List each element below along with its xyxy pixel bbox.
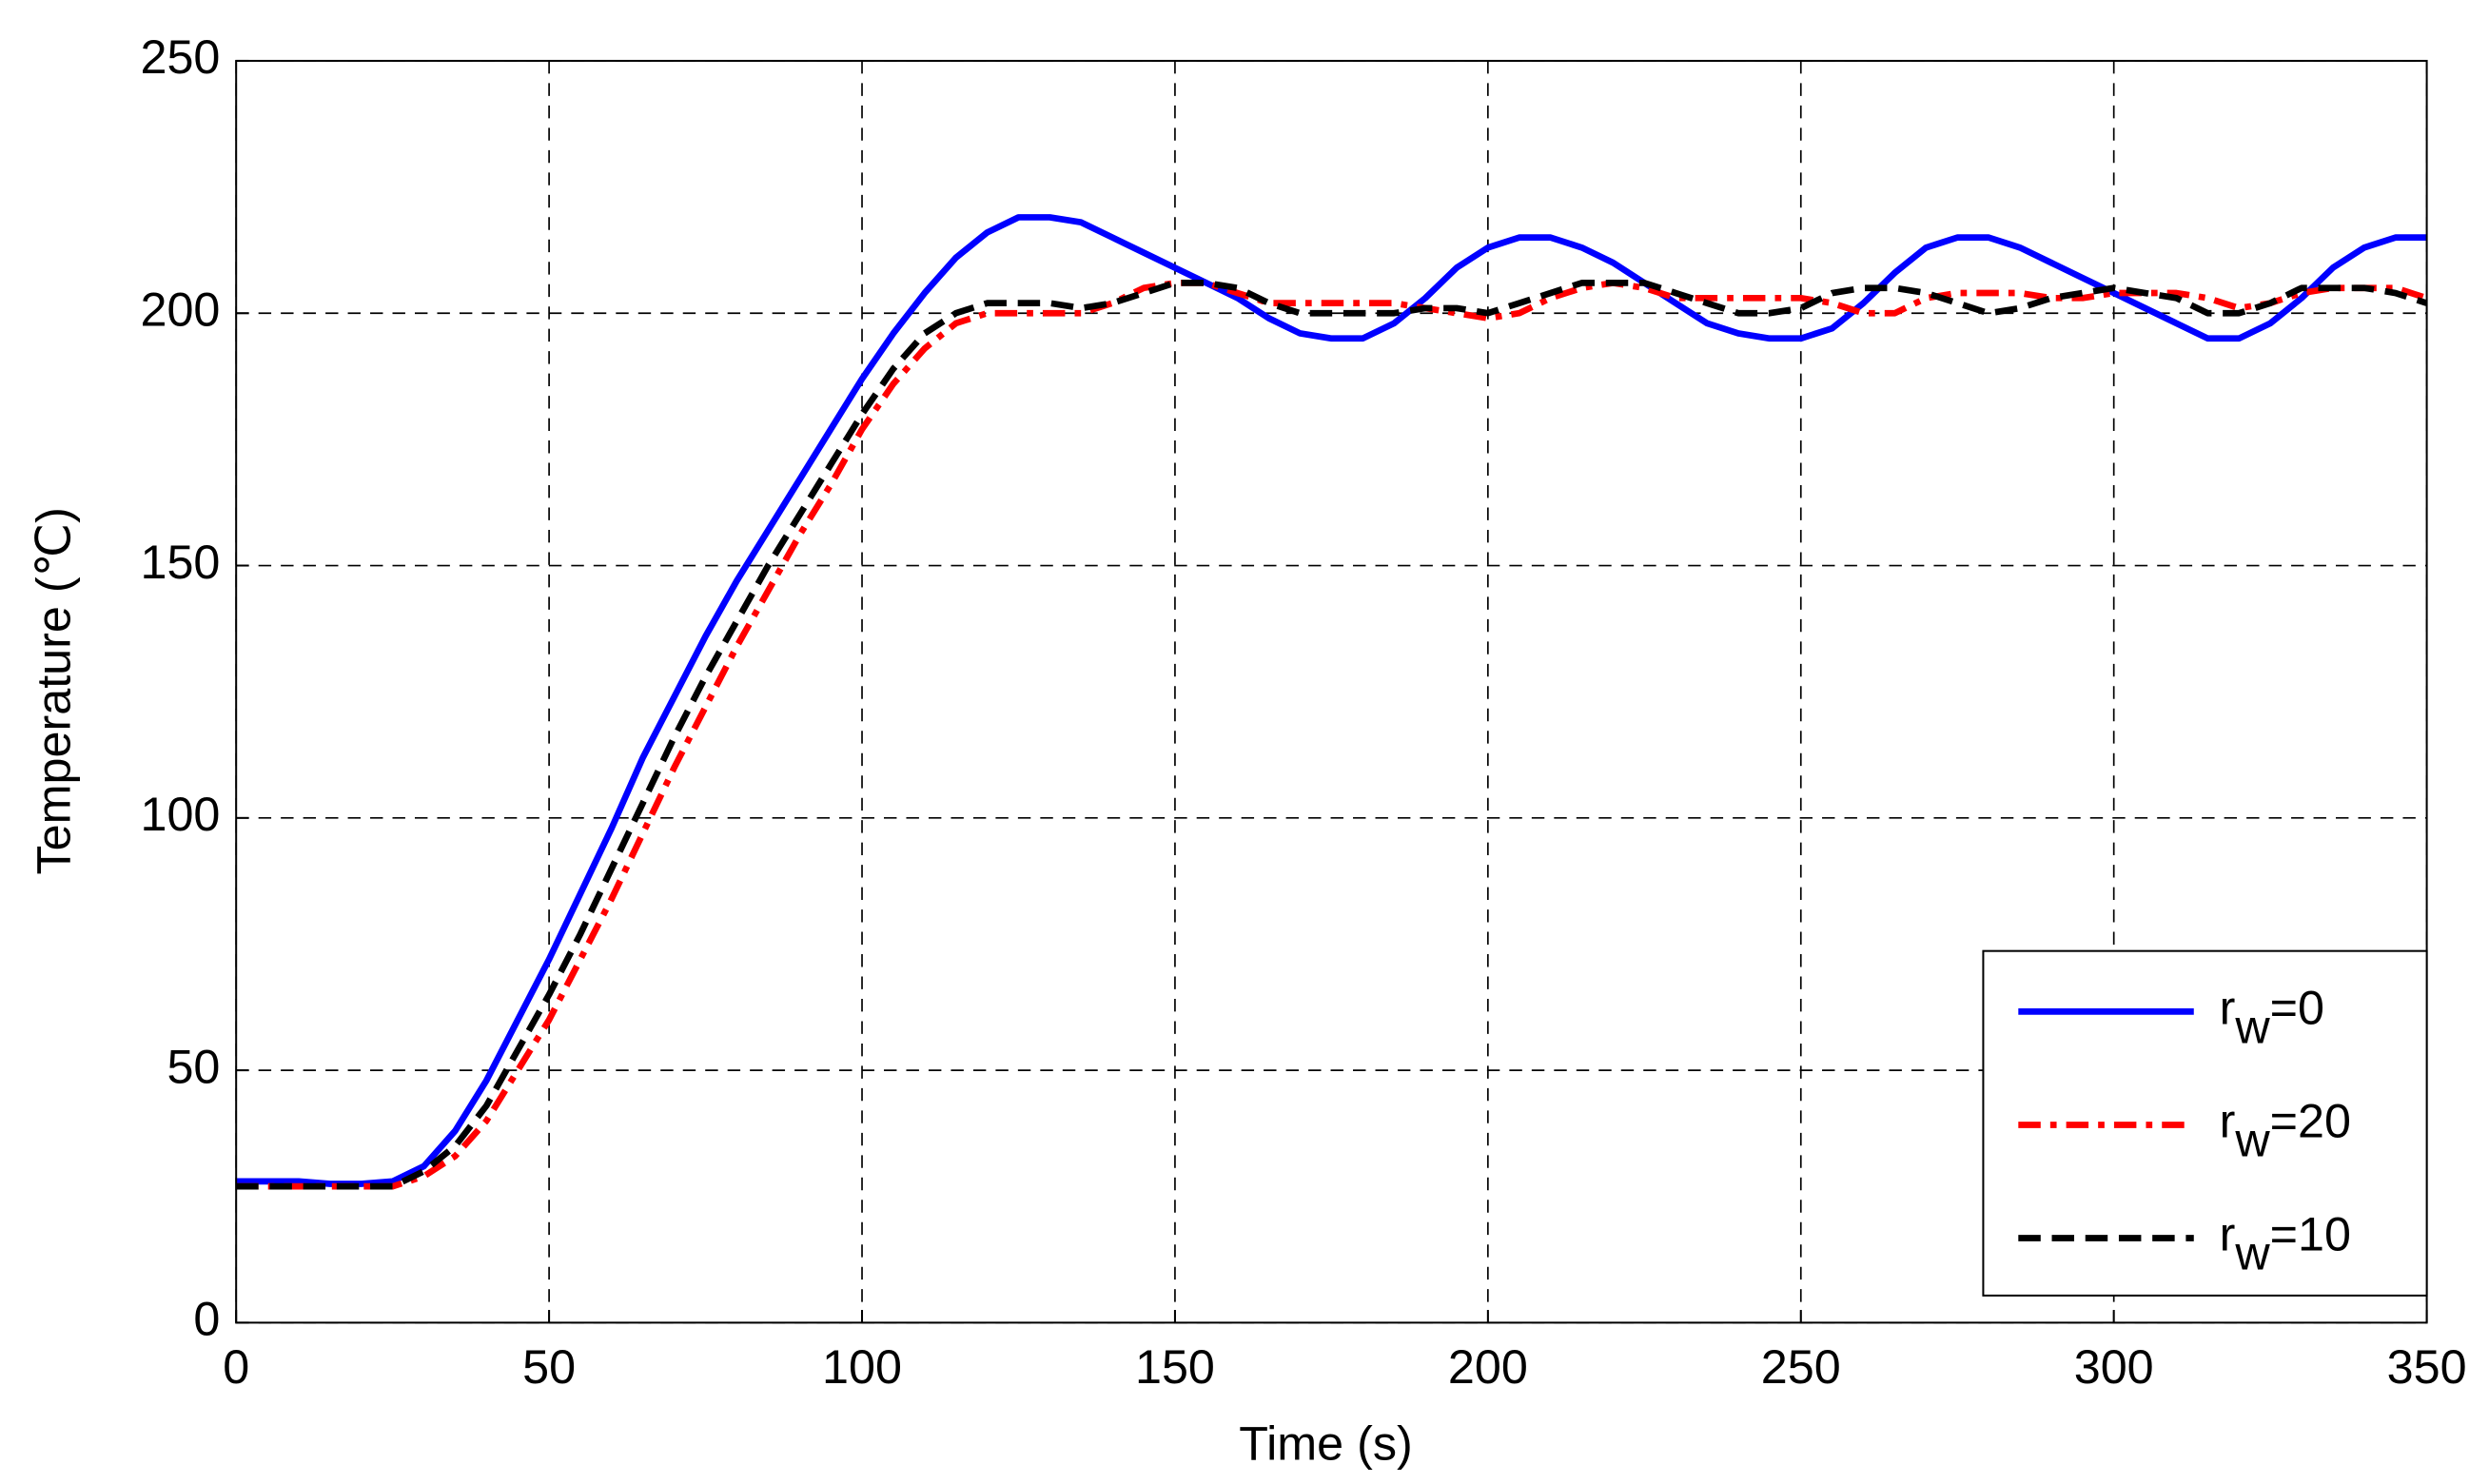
data-line: [236, 214, 2427, 1187]
axes-box: [235, 59, 2428, 1324]
legend: rw=0 rw=20 rw=10: [1982, 949, 2428, 1297]
x-axis-label: Time (s): [1239, 1416, 1413, 1470]
y-tick-label: 50: [167, 1039, 220, 1093]
y-tick-label: 250: [140, 29, 220, 84]
legend-label: rw=0: [2220, 981, 2324, 1054]
y-tick-label: 100: [140, 787, 220, 841]
y-tick-label: 200: [140, 283, 220, 337]
x-tick-label: 350: [2387, 1339, 2467, 1394]
x-tick-label: 100: [822, 1339, 902, 1394]
x-tick-label: 0: [223, 1339, 249, 1394]
y-tick-label: 150: [140, 535, 220, 589]
y-tick-label: 0: [193, 1292, 220, 1346]
data-line: [236, 280, 2428, 1190]
legend-label: rw=20: [2220, 1094, 2351, 1167]
x-tick-label: 300: [2074, 1339, 2154, 1394]
x-tick-label: 250: [1761, 1339, 1841, 1394]
x-tick-label: 200: [1448, 1339, 1528, 1394]
x-tick-label: 50: [522, 1339, 576, 1394]
legend-box: [1982, 949, 2428, 1297]
x-tick-label: 150: [1135, 1339, 1215, 1394]
y-axis-label: Temperature (℃): [27, 507, 81, 874]
legend-label: rw=10: [2220, 1207, 2351, 1280]
